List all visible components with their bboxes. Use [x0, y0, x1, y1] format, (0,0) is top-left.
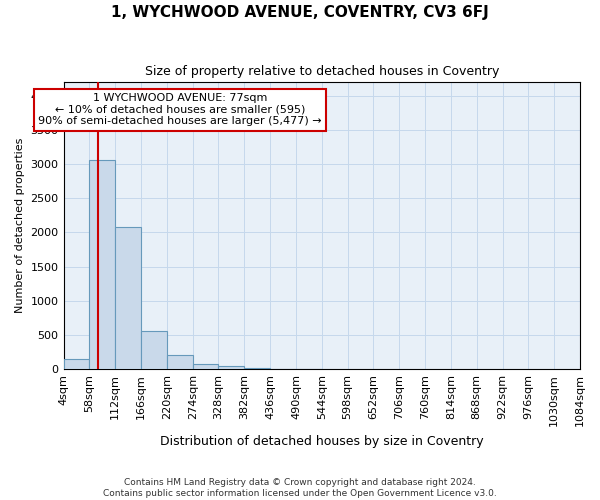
Text: 1, WYCHWOOD AVENUE, COVENTRY, CV3 6FJ: 1, WYCHWOOD AVENUE, COVENTRY, CV3 6FJ: [111, 5, 489, 20]
Bar: [141, 332, 167, 370]
X-axis label: Distribution of detached houses by size in Coventry: Distribution of detached houses by size …: [160, 434, 484, 448]
Bar: [64, 359, 89, 370]
Y-axis label: Number of detached properties: Number of detached properties: [15, 138, 25, 314]
Text: Contains HM Land Registry data © Crown copyright and database right 2024.
Contai: Contains HM Land Registry data © Crown c…: [103, 478, 497, 498]
Bar: [270, 368, 296, 370]
Bar: [89, 160, 115, 370]
Bar: [244, 368, 270, 370]
Bar: [167, 356, 193, 370]
Text: 1 WYCHWOOD AVENUE: 77sqm
← 10% of detached houses are smaller (595)
90% of semi-: 1 WYCHWOOD AVENUE: 77sqm ← 10% of detach…: [38, 93, 322, 126]
Bar: [218, 366, 244, 370]
Title: Size of property relative to detached houses in Coventry: Size of property relative to detached ho…: [145, 65, 499, 78]
Bar: [193, 364, 218, 370]
Bar: [115, 228, 141, 370]
